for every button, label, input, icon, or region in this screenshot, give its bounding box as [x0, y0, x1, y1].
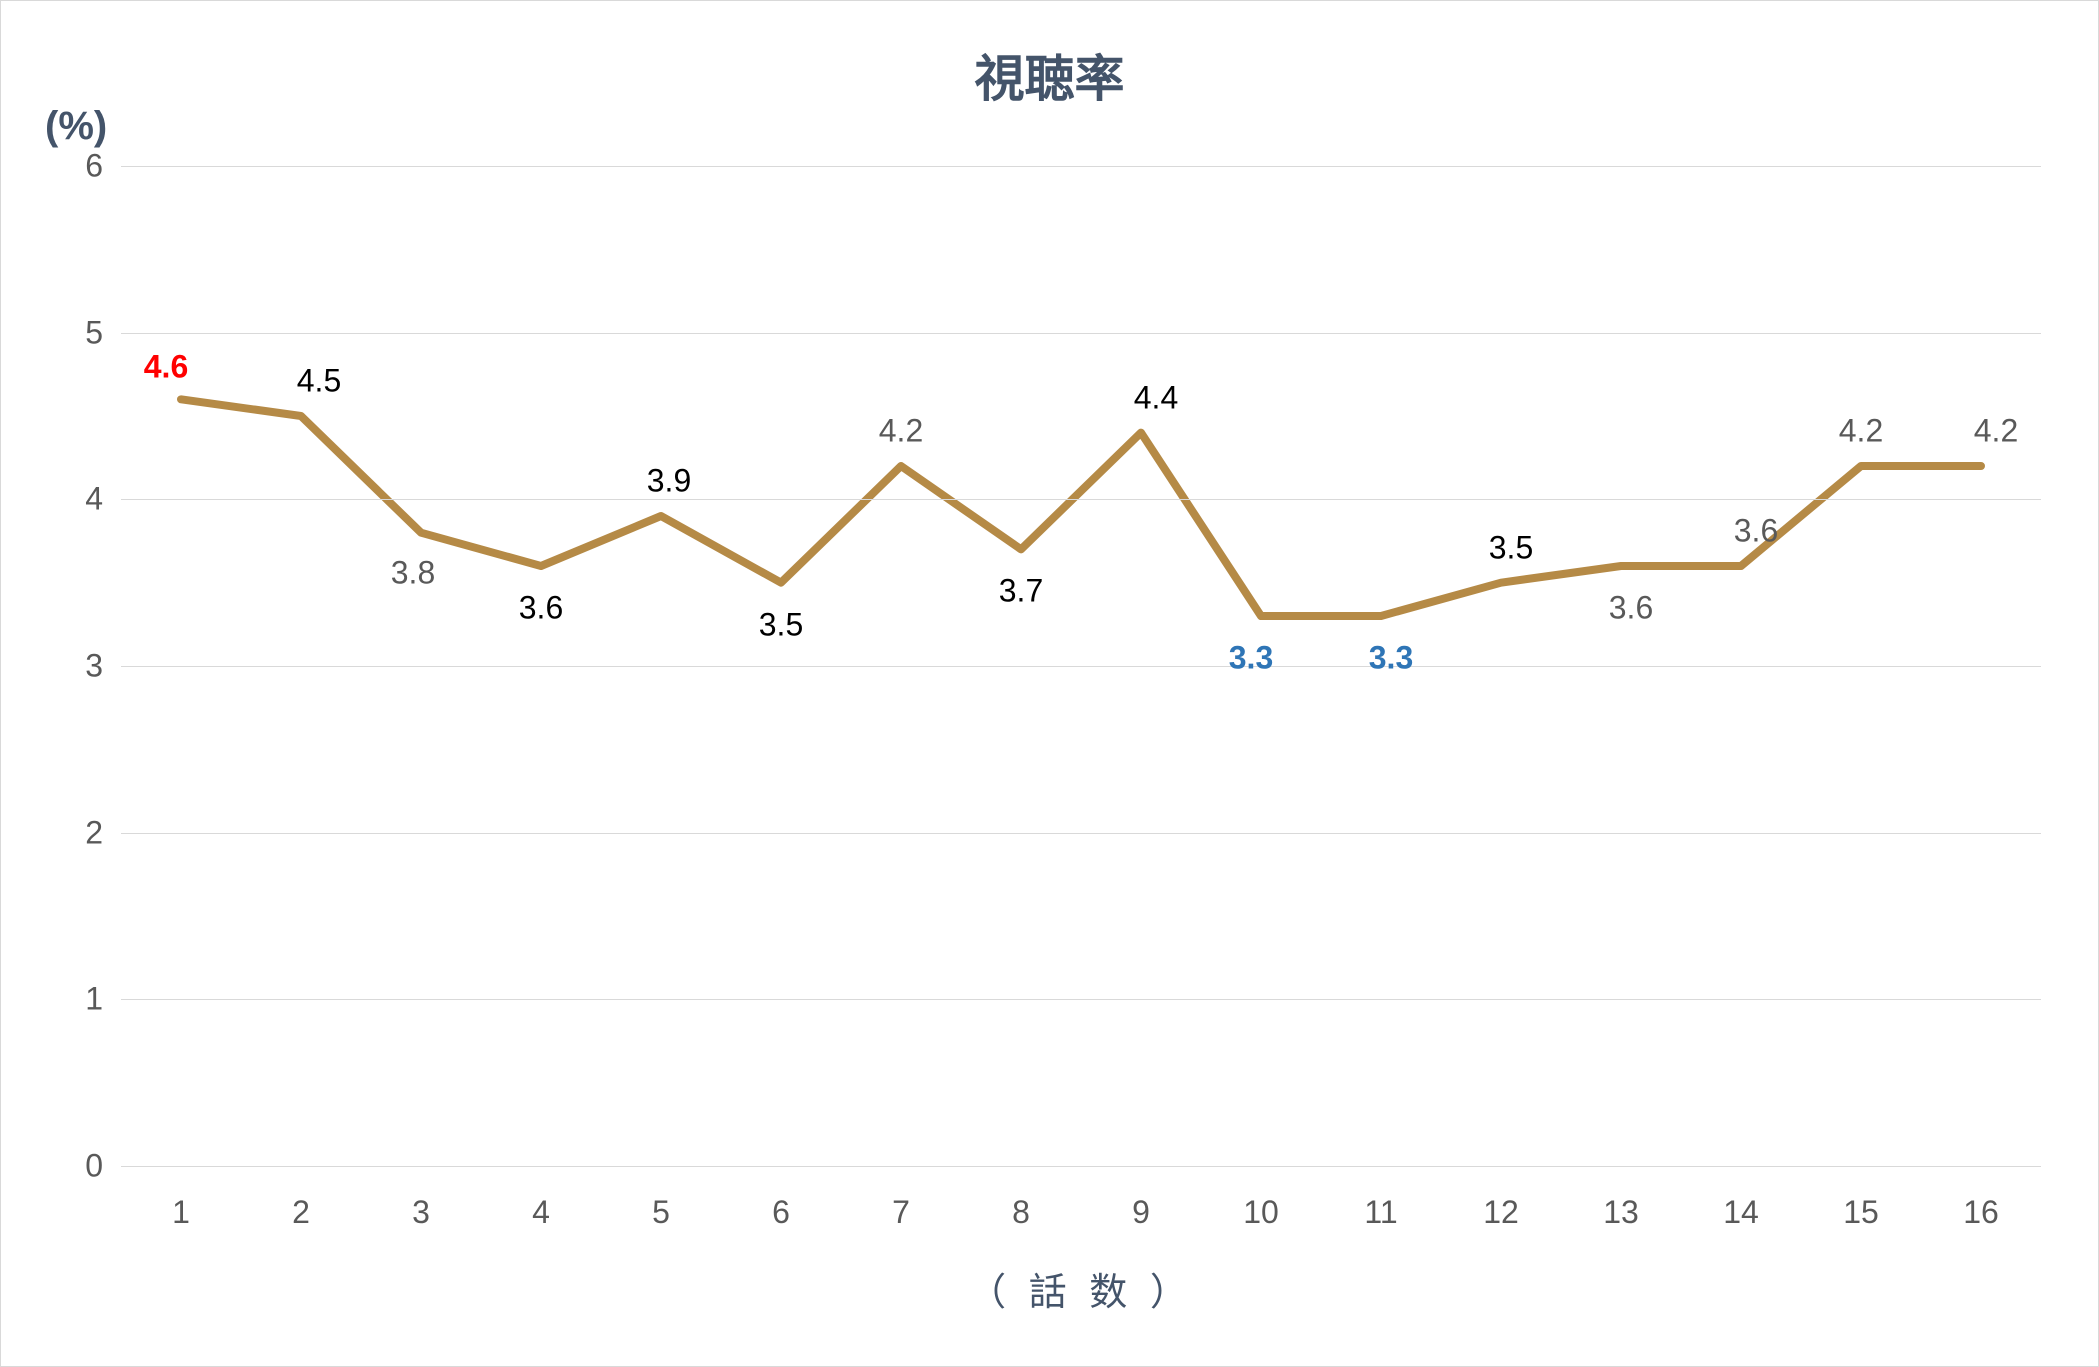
x-tick-label: 10 — [1243, 1166, 1279, 1231]
data-label: 3.9 — [647, 463, 691, 500]
x-tick-label: 14 — [1723, 1166, 1759, 1231]
y-tick-label: 2 — [85, 814, 121, 851]
data-label: 3.6 — [1609, 590, 1653, 627]
gridline — [121, 833, 2041, 834]
y-tick-label: 1 — [85, 981, 121, 1018]
x-tick-label: 3 — [412, 1166, 430, 1231]
series-line — [181, 399, 1981, 616]
data-label: 3.5 — [1489, 529, 1533, 566]
data-label: 4.6 — [144, 349, 188, 386]
data-label: 3.6 — [1734, 513, 1778, 550]
data-label: 3.3 — [1229, 640, 1273, 677]
x-tick-label: 8 — [1012, 1166, 1030, 1231]
plot-area: 0123456123456789101112131415164.64.53.83… — [121, 166, 2041, 1166]
x-tick-label: 16 — [1963, 1166, 1999, 1231]
y-tick-label: 6 — [85, 148, 121, 185]
x-tick-label: 5 — [652, 1166, 670, 1231]
data-label: 3.6 — [519, 590, 563, 627]
data-label: 4.2 — [1974, 413, 2018, 450]
data-label: 3.7 — [999, 573, 1043, 610]
x-tick-label: 4 — [532, 1166, 550, 1231]
y-tick-label: 3 — [85, 648, 121, 685]
x-tick-label: 6 — [772, 1166, 790, 1231]
x-tick-label: 7 — [892, 1166, 910, 1231]
data-label: 4.2 — [1839, 413, 1883, 450]
x-tick-label: 2 — [292, 1166, 310, 1231]
x-tick-label: 1 — [172, 1166, 190, 1231]
gridline — [121, 166, 2041, 167]
x-tick-label: 13 — [1603, 1166, 1639, 1231]
x-tick-label: 12 — [1483, 1166, 1519, 1231]
x-axis-title: （ 話 数 ） — [121, 1261, 2041, 1316]
data-label: 4.5 — [297, 363, 341, 400]
data-label: 4.4 — [1134, 379, 1178, 416]
gridline — [121, 333, 2041, 334]
y-axis-unit-label: (%) — [45, 104, 107, 149]
y-tick-label: 5 — [85, 314, 121, 351]
data-label: 4.2 — [879, 413, 923, 450]
data-label: 3.3 — [1369, 640, 1413, 677]
data-label: 3.5 — [759, 606, 803, 643]
data-label: 3.8 — [391, 554, 435, 591]
gridline — [121, 499, 2041, 500]
y-tick-label: 0 — [85, 1148, 121, 1185]
x-tick-label: 15 — [1843, 1166, 1879, 1231]
gridline — [121, 666, 2041, 667]
chart-container: 視聴率 (%) 0123456123456789101112131415164.… — [0, 0, 2099, 1367]
x-tick-label: 9 — [1132, 1166, 1150, 1231]
chart-title: 視聴率 — [1, 39, 2098, 111]
gridline — [121, 999, 2041, 1000]
x-tick-label: 11 — [1364, 1166, 1397, 1231]
y-tick-label: 4 — [85, 481, 121, 518]
